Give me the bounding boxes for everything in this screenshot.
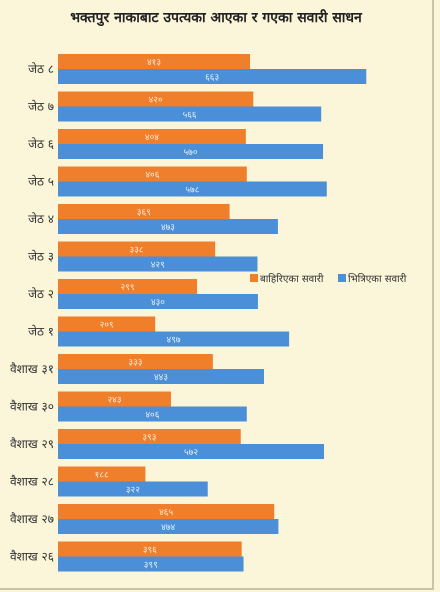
legend-swatch-inbound — [338, 274, 346, 282]
data-label-outbound: ३३८ — [130, 246, 144, 256]
bar-outbound — [58, 541, 242, 557]
category-label: वैशाख ३० — [10, 400, 54, 414]
category-label: जेठ ७ — [28, 100, 54, 114]
data-label-inbound: ३२२ — [126, 486, 140, 496]
bar-inbound — [58, 294, 258, 309]
data-label-inbound: ४३० — [151, 298, 165, 308]
bar-inbound — [58, 331, 290, 347]
bar-outbound — [58, 241, 216, 257]
legend-label-outbound: बाहिरिएका सवारी — [260, 273, 324, 285]
data-label-inbound: ४७४ — [161, 523, 175, 533]
bar-outbound — [58, 204, 230, 219]
data-label-outbound: ३९३ — [142, 433, 156, 443]
data-label-outbound: ३९६ — [143, 546, 157, 556]
bar-outbound — [58, 279, 198, 294]
bar-outbound — [58, 54, 251, 69]
bar-inbound — [58, 481, 208, 497]
legend-label-inbound: भित्रिएका सवारी — [348, 273, 407, 285]
data-label-outbound: ४६५ — [159, 508, 173, 518]
category-label: जेठ ८ — [28, 62, 54, 76]
data-label-inbound: ४७३ — [161, 223, 175, 233]
data-label-outbound: ४०६ — [145, 171, 159, 181]
bar-outbound — [58, 354, 213, 369]
bar-outbound — [58, 429, 241, 444]
data-label-outbound: ४२० — [149, 96, 163, 106]
data-label-inbound: ५७० — [184, 148, 198, 158]
category-label: जेठ २ — [28, 287, 54, 301]
data-label-outbound: ३६९ — [137, 208, 151, 218]
bar-outbound — [58, 129, 246, 144]
data-label-inbound: ३९९ — [144, 561, 158, 571]
category-label: जेठ ३ — [28, 250, 54, 264]
data-label-inbound: ४४३ — [154, 373, 168, 383]
bar-inbound — [58, 256, 258, 272]
bar-inbound — [58, 519, 279, 534]
bar-outbound — [58, 316, 156, 332]
category-label: वैशाख २९ — [10, 437, 54, 451]
data-label-outbound: २४३ — [107, 396, 121, 406]
bar-inbound — [58, 219, 278, 234]
bar-inbound — [58, 144, 324, 159]
category-label: वैशाख २७ — [10, 512, 54, 526]
bar-inbound — [58, 444, 324, 459]
data-label-inbound: ४२९ — [151, 261, 165, 271]
category-label: वैशाख २६ — [10, 550, 54, 564]
category-label: जेठ ६ — [28, 137, 54, 151]
bar-outbound — [58, 166, 247, 182]
data-label-outbound: २९९ — [120, 283, 134, 293]
bar-outbound — [58, 391, 171, 407]
data-label-inbound: ६६३ — [205, 73, 219, 83]
data-label-inbound: ४९७ — [167, 336, 181, 346]
category-label: वैशाख २८ — [10, 475, 54, 489]
data-label-inbound: ५७८ — [185, 186, 199, 196]
bar-inbound — [58, 106, 322, 122]
data-label-outbound: १८८ — [95, 471, 109, 481]
bar-inbound — [58, 69, 367, 84]
bar-outbound — [58, 504, 275, 519]
chart-title: भक्तपुर नाकाबाट उपत्यका आएका र गएका सवार… — [70, 9, 363, 27]
category-label: जेठ ५ — [28, 175, 54, 189]
legend-swatch-outbound — [250, 274, 258, 282]
category-label: जेठ ४ — [28, 212, 54, 226]
legend: बाहिरिएका सवारी भित्रिएका सवारी — [250, 273, 407, 285]
bar-inbound — [58, 369, 264, 384]
category-label: वैशाख ३१ — [10, 362, 54, 376]
data-label-outbound: ४१३ — [147, 58, 161, 68]
data-label-inbound: ५७२ — [184, 448, 198, 458]
bar-inbound — [58, 181, 327, 197]
data-label-outbound: २०९ — [100, 321, 114, 331]
bar-inbound — [58, 406, 247, 422]
bar-outbound — [58, 466, 146, 482]
data-label-inbound: ५६६ — [183, 111, 197, 121]
bar-inbound — [58, 556, 244, 572]
data-label-inbound: ४०६ — [145, 411, 159, 421]
bar-outbound — [58, 91, 254, 107]
data-label-outbound: ३३३ — [128, 358, 142, 368]
data-label-outbound: ४०४ — [145, 133, 159, 143]
category-label: जेठ १ — [28, 325, 54, 339]
